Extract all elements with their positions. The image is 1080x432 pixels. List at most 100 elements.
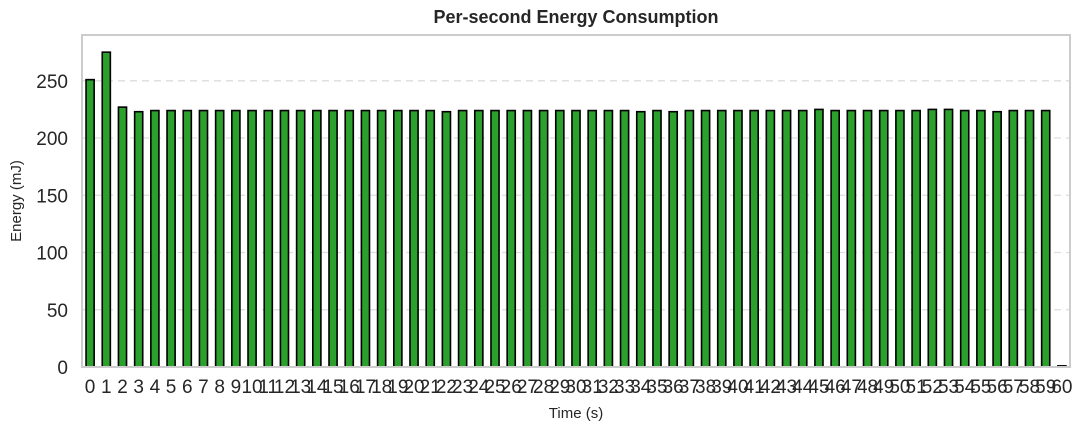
y-tick-label: 250: [36, 72, 68, 93]
bar-41: [749, 109, 760, 368]
x-tick-label: 28: [533, 377, 554, 398]
bar-14: [312, 109, 322, 368]
x-tick-label: 34: [630, 377, 652, 398]
bar-57: [1008, 109, 1019, 368]
bar-16: [344, 109, 355, 368]
x-tick-label: 14: [306, 377, 328, 398]
y-tick-label: 0: [57, 358, 68, 379]
x-tick-label: 29: [549, 377, 570, 398]
y-tick-label: 100: [36, 244, 68, 265]
x-tick-label: 5: [166, 377, 177, 398]
bar-2: [117, 106, 128, 368]
bar-34: [635, 110, 646, 368]
bar-25: [490, 109, 500, 368]
x-tick-label: 1: [101, 377, 112, 398]
x-tick-label: 49: [873, 377, 894, 398]
bar-50: [895, 109, 905, 368]
bar-28: [538, 109, 549, 368]
x-tick-label: 42: [760, 377, 781, 398]
bar-33: [619, 109, 630, 368]
bar-18: [376, 109, 387, 368]
x-tick-label: 25: [484, 377, 505, 398]
x-tick-label: 38: [695, 377, 716, 398]
y-axis-label: Energy (mJ): [8, 160, 25, 242]
bar-39: [716, 109, 727, 368]
x-tick-label: 27: [517, 377, 538, 398]
bar-42: [765, 109, 776, 368]
y-tick-label: 150: [36, 186, 68, 207]
bar-49: [878, 109, 889, 368]
bar-38: [700, 109, 711, 368]
x-tick-label: 59: [1035, 377, 1056, 398]
bar-24: [473, 109, 484, 368]
x-tick-label: 37: [679, 377, 700, 398]
x-tick-label: 51: [906, 377, 927, 398]
bar-29: [554, 109, 565, 368]
x-tick-label: 23: [452, 377, 473, 398]
bar-55: [976, 109, 986, 368]
bar-10: [247, 109, 257, 368]
bar-58: [1024, 109, 1035, 368]
bar-36: [668, 110, 679, 368]
x-tick-label: 11: [258, 377, 278, 398]
x-tick-label: 43: [776, 377, 797, 398]
bar-0: [85, 78, 95, 368]
bar-37: [684, 109, 695, 368]
x-tick-label: 35: [646, 377, 667, 398]
x-tick-label: 10: [241, 377, 262, 398]
x-tick-label: 30: [565, 377, 586, 398]
y-tick-labels: 0 50 100 150 200 250: [36, 72, 68, 379]
bar-53: [943, 108, 954, 368]
x-tick-label: 7: [198, 377, 209, 398]
bar-23: [457, 109, 468, 368]
bar-7: [198, 109, 209, 368]
x-tick-label: 45: [808, 377, 829, 398]
bar-47: [846, 109, 857, 368]
x-tick-label: 40: [727, 377, 748, 398]
bar-6: [182, 109, 193, 368]
x-axis-label: Time (s): [549, 405, 603, 422]
x-tick-label: 12: [274, 377, 295, 398]
x-tick-label: 53: [938, 377, 959, 398]
bar-8: [214, 109, 225, 368]
chart-title: Per-second Energy Consumption: [433, 7, 718, 27]
bar-11: [263, 109, 274, 368]
x-tick-label: 58: [1019, 377, 1040, 398]
x-tick-label: 18: [371, 377, 392, 398]
bar-44: [797, 109, 808, 368]
bar-51: [911, 109, 921, 368]
x-tick-label: 60: [1051, 377, 1072, 398]
x-tick-label: 24: [468, 377, 490, 398]
bar-3: [133, 110, 144, 368]
x-tick-label: 56: [987, 377, 1008, 398]
x-tick-label: 57: [1003, 377, 1024, 398]
x-tick-label: 31: [582, 377, 603, 398]
x-tick-label: 15: [322, 377, 343, 398]
bar-5: [166, 109, 176, 368]
bar-31: [587, 109, 598, 368]
x-tick-label: 0: [85, 377, 96, 398]
bar-40: [733, 109, 743, 368]
x-tick-label: 44: [792, 377, 814, 398]
bar-32: [603, 109, 614, 368]
x-tick-label: 41: [744, 377, 765, 398]
bar-59: [1040, 109, 1051, 368]
bar-27: [522, 109, 533, 368]
x-tick-label: 33: [614, 377, 635, 398]
x-tick-label: 4: [150, 377, 161, 398]
x-tick-label: 22: [436, 377, 457, 398]
y-tick-label: 200: [36, 129, 68, 150]
x-tick-label: 6: [182, 377, 193, 398]
bar-30: [571, 109, 581, 368]
bar-19: [392, 109, 403, 368]
bar-54: [959, 109, 970, 368]
x-tick-label: 46: [825, 377, 846, 398]
bar-46: [830, 109, 840, 368]
x-tick-label: 2: [117, 377, 128, 398]
plot-frame: [81, 34, 1071, 368]
bar-15: [328, 109, 338, 368]
x-tick-label: 54: [954, 377, 976, 398]
x-tick-label: 19: [387, 377, 408, 398]
x-tick-label: 55: [970, 377, 991, 398]
x-tick-label: 9: [231, 377, 242, 398]
